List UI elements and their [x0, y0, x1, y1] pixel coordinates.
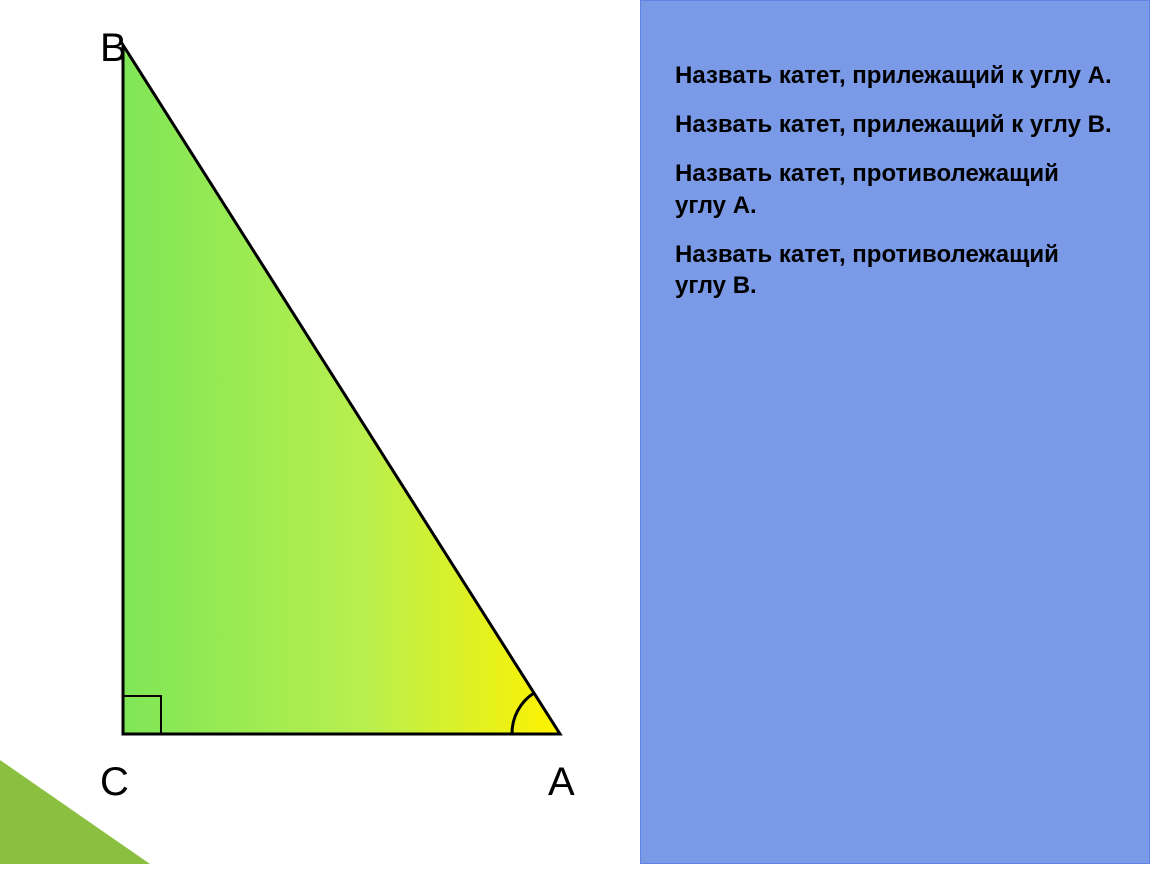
task-item: Назвать катет, прилежащий к углу В. [675, 109, 1115, 140]
task-item: Назвать катет, прилежащий к углу А. [675, 60, 1115, 91]
vertex-label-a: А [548, 760, 575, 805]
task-item: Назвать катет, противолежащий углу А. [675, 158, 1115, 220]
corner-wedge [0, 0, 200, 864]
corner-wedge-shape [0, 760, 150, 864]
task-item: Назвать катет, противолежащий углу В. [675, 239, 1115, 301]
task-list: Назвать катет, прилежащий к углу А. Назв… [675, 60, 1115, 319]
